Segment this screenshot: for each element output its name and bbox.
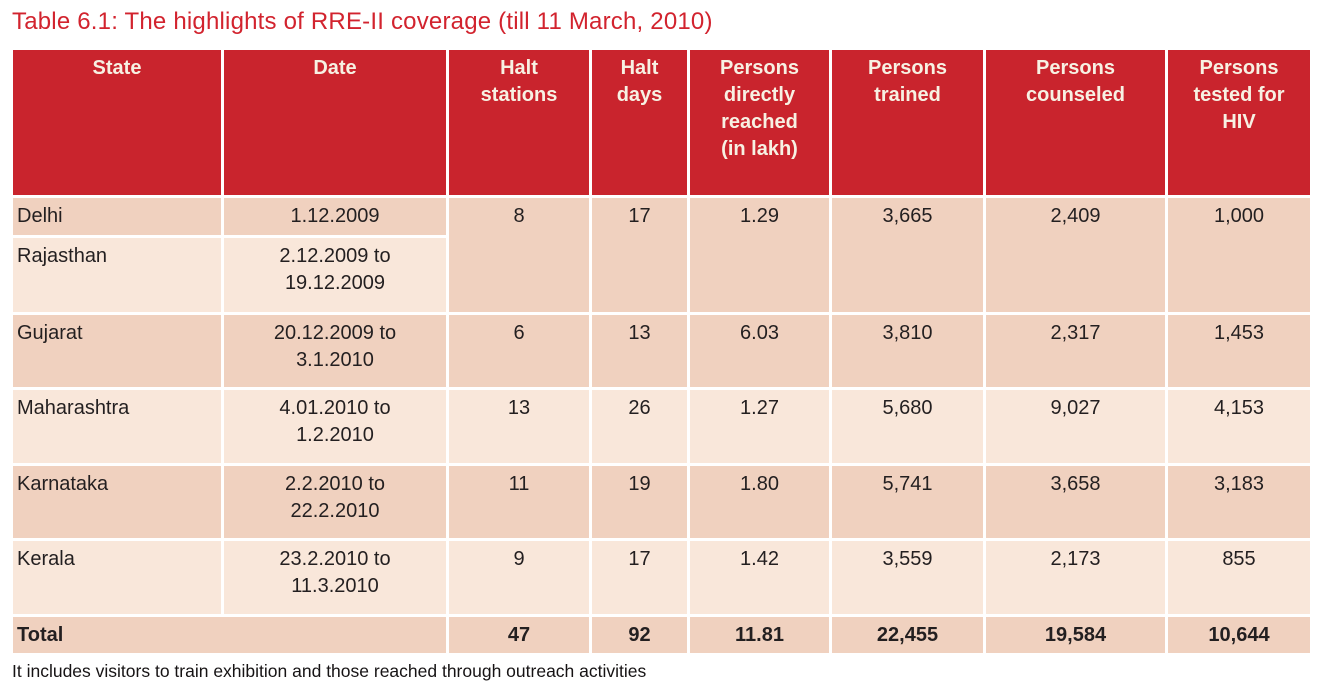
col-header-halt-days: Halt days [589,46,690,198]
date-cell: 23.2.2010 to 11.3.2010 [221,537,449,617]
persons-counseled-cell: 9,027 [983,386,1168,466]
persons-trained-cell: 5,741 [829,462,986,541]
date-cell: 4.01.2010 to 1.2.2010 [221,386,449,466]
col-header-persons-directly-reached: Persons directly reached (in lakh) [687,46,832,198]
col-header-halt-stations: Halt stations [446,46,592,198]
state-cell: Karnataka [10,462,224,541]
persons-trained-cell: 3,559 [829,537,986,617]
total-halt-stations-cell: 47 [446,613,592,656]
persons-trained-cell: 5,680 [829,386,986,466]
halt-stations-cell: 9 [446,537,592,617]
persons-tested-cell: 1,453 [1165,311,1313,390]
table-row-delhi: Delhi 1.12.2009 8 17 1.29 3,665 2,409 1,… [10,194,1313,315]
total-label-cell: Total [10,613,449,656]
persons-trained-cell: 3,665 [829,194,986,315]
persons-tested-cell: 4,153 [1165,386,1313,466]
table-footnote: It includes visitors to train exhibition… [12,660,647,681]
persons-counseled-cell: 2,409 [983,194,1168,315]
persons-reached-cell: 1.42 [687,537,832,617]
table-row-rajasthan: Rajasthan 2.12.2009 to 19.12.2009 [10,234,1312,315]
persons-reached-cell: 1.27 [687,386,832,466]
halt-days-cell: 17 [589,537,690,617]
total-persons-reached-cell: 11.81 [687,613,832,656]
table-row-kerala: Kerala 23.2.2010 to 11.3.2010 9 17 1.42 … [10,537,1313,617]
halt-days-cell: 17 [589,194,690,315]
col-header-persons-trained: Persons trained [829,46,986,198]
table-row-total: Total 47 92 11.81 22,455 19,584 10,644 [10,613,1313,656]
persons-reached-cell: 6.03 [687,311,832,390]
halt-stations-cell: 11 [446,462,592,541]
state-cell: Kerala [10,537,224,617]
halt-days-cell: 26 [589,386,690,466]
persons-trained-cell: 3,810 [829,311,986,390]
date-cell: 2.12.2009 to 19.12.2009 [221,234,449,315]
state-cell: Rajasthan [10,234,224,315]
persons-counseled-cell: 3,658 [983,462,1168,541]
halt-stations-cell: 13 [446,386,592,466]
col-header-date: Date [221,46,449,198]
persons-counseled-cell: 2,173 [983,537,1168,617]
date-cell: 20.12.2009 to 3.1.2010 [221,311,449,390]
persons-tested-cell: 855 [1165,537,1313,617]
total-persons-tested-cell: 10,644 [1165,613,1313,656]
state-cell: Delhi [10,194,224,238]
halt-days-cell: 13 [589,311,690,390]
halt-days-cell: 19 [589,462,690,541]
date-cell: 1.12.2009 [221,194,449,238]
state-cell: Gujarat [10,311,224,390]
persons-counseled-cell: 2,317 [983,311,1168,390]
col-header-persons-counseled: Persons counseled [983,46,1168,198]
table-header: State Date Halt stations Halt days Perso… [10,46,1313,198]
col-header-state: State [10,46,224,198]
total-persons-counseled-cell: 19,584 [983,613,1168,656]
halt-stations-cell: 6 [446,311,592,390]
table-row-gujarat: Gujarat 20.12.2009 to 3.1.2010 6 13 6.03… [10,311,1313,390]
state-cell: Maharashtra [10,386,224,466]
persons-tested-cell: 1,000 [1165,194,1313,315]
table-row-maharashtra: Maharashtra 4.01.2010 to 1.2.2010 13 26 … [10,386,1313,466]
table-title: Table 6.1: The highlights of RRE-II cove… [12,8,713,35]
persons-reached-cell: 1.80 [687,462,832,541]
persons-reached-cell: 1.29 [687,194,832,315]
col-header-persons-tested-hiv: Persons tested for HIV [1165,46,1313,198]
table-row-karnataka: Karnataka 2.2.2010 to 22.2.2010 11 19 1.… [10,462,1313,541]
total-persons-trained-cell: 22,455 [829,613,986,656]
halt-stations-cell: 8 [446,194,592,315]
persons-tested-cell: 3,183 [1165,462,1313,541]
coverage-table: State Date Halt stations Halt days Perso… [10,46,1313,656]
total-halt-days-cell: 92 [589,613,690,656]
date-cell: 2.2.2010 to 22.2.2010 [221,462,449,541]
